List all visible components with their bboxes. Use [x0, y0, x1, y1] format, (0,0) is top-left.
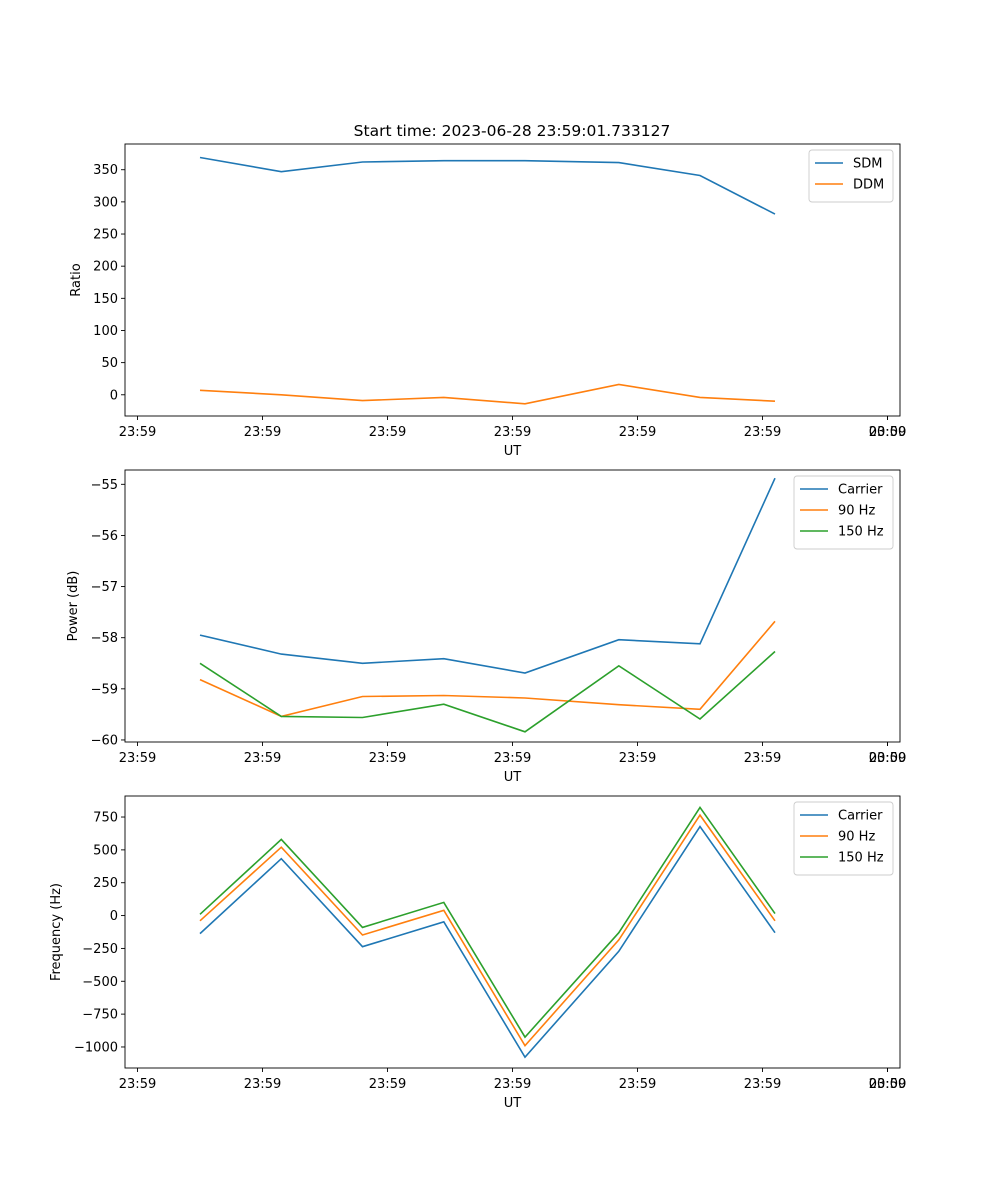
x-tick-label: 23:59 — [494, 425, 531, 440]
legend: Carrier 90 Hz 150 Hz — [793, 801, 894, 876]
x-tick-label: 00:00 — [869, 751, 906, 766]
axes-frame — [124, 795, 901, 1069]
x-tick-label: 23:59 — [869, 1077, 906, 1092]
series-line-carrier — [199, 825, 776, 1059]
y-tick-label: 350 — [93, 163, 118, 178]
legend-label: 90 Hz — [838, 830, 875, 845]
x-tick-label: 23:59 — [369, 425, 406, 440]
legend-label: 150 Hz — [838, 525, 884, 540]
legend-label: 150 Hz — [838, 851, 884, 866]
legend: Carrier 90 Hz 150 Hz — [793, 475, 894, 550]
chart-panel-3: −1000 −750 −500 −250 0 250 500 750 23:59 23:59 23:… — [49, 795, 906, 1111]
y-tick-label: 500 — [93, 843, 118, 858]
series-line-carrier — [199, 477, 776, 674]
x-tick-label: 23:59 — [744, 1077, 781, 1092]
x-tick-label: 23:59 — [619, 425, 656, 440]
chart-panel-2: −60 −59 −58 −57 −56 −55 23:59 23:59 23:59 23:59 23… — [66, 469, 906, 785]
chart-panel-1: 0 50 100 150 200 250 300 350 23:59 23:59 23:59 23:5… — [69, 143, 906, 459]
series-line-150-hz — [199, 805, 776, 1039]
y-axis-label: Power (dB) — [66, 571, 81, 642]
x-tick-label: 23:59 — [119, 1077, 156, 1092]
y-tick-label: −57 — [91, 580, 118, 595]
x-tick-label: 00:00 — [869, 425, 906, 440]
legend-label: Carrier — [838, 483, 883, 498]
y-tick-label: 750 — [93, 811, 118, 826]
y-tick-label: 300 — [93, 195, 118, 210]
x-axis-label: UT — [504, 770, 522, 785]
x-tick-label: 23:59 — [494, 1077, 531, 1092]
series-line-90-hz — [199, 813, 776, 1048]
x-axis-label: UT — [504, 444, 522, 459]
y-tick-label: −1000 — [74, 1040, 118, 1055]
y-tick-label: −55 — [91, 478, 118, 493]
series-line-150-hz — [199, 650, 776, 733]
y-tick-label: −250 — [82, 942, 118, 957]
y-tick-label: 0 — [110, 909, 118, 924]
x-tick-label: 23:59 — [369, 1077, 406, 1092]
y-axis-label: Ratio — [69, 263, 84, 296]
x-tick-label: 23:59 — [744, 751, 781, 766]
y-tick-label: −56 — [91, 529, 118, 544]
y-tick-label: −750 — [82, 1008, 118, 1023]
y-tick-label: −500 — [82, 975, 118, 990]
x-tick-label: 23:59 — [244, 425, 281, 440]
y-axis-label: Frequency (Hz) — [49, 883, 64, 981]
series-line-sdm — [199, 156, 776, 215]
x-tick-label: 23:59 — [619, 751, 656, 766]
x-tick-label: 23:59 — [869, 751, 906, 766]
y-tick-label: 250 — [93, 876, 118, 891]
x-tick-label: 23:59 — [869, 425, 906, 440]
y-tick-label: 50 — [101, 356, 118, 371]
y-tick-label: −59 — [91, 682, 118, 697]
axes-frame — [124, 143, 901, 417]
legend: SDM DDM — [808, 149, 894, 203]
x-tick-label: 23:59 — [119, 425, 156, 440]
y-tick-label: −58 — [91, 631, 118, 646]
y-tick-label: −60 — [91, 733, 118, 748]
series-line-90-hz — [199, 620, 776, 718]
legend-label: 90 Hz — [838, 504, 875, 519]
y-tick-label: 100 — [93, 324, 118, 339]
x-tick-label: 23:59 — [244, 751, 281, 766]
y-tick-label: 150 — [93, 292, 118, 307]
x-tick-label: 23:59 — [369, 751, 406, 766]
x-tick-label: 23:59 — [619, 1077, 656, 1092]
x-axis-label: UT — [504, 1096, 522, 1111]
x-tick-label: 23:59 — [119, 751, 156, 766]
series-line-ddm — [199, 383, 776, 405]
figure-title: Start time: 2023-06-28 23:59:01.733127 — [354, 122, 671, 140]
y-tick-label: 0 — [110, 388, 118, 403]
legend-label: DDM — [853, 178, 884, 193]
x-tick-label: 00:00 — [869, 1077, 906, 1092]
axes-frame — [124, 469, 901, 743]
y-tick-label: 250 — [93, 228, 118, 243]
x-tick-label: 23:59 — [494, 751, 531, 766]
legend-label: SDM — [853, 157, 882, 172]
x-tick-label: 23:59 — [744, 425, 781, 440]
legend-label: Carrier — [838, 809, 883, 824]
x-tick-label: 23:59 — [244, 1077, 281, 1092]
y-tick-label: 200 — [93, 260, 118, 275]
